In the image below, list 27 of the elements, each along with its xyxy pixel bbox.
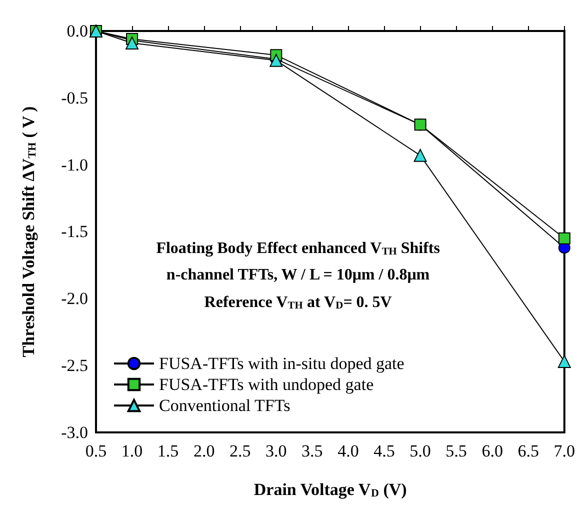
x-tick-label: 2.5 [229,441,251,460]
x-tick-label: 2.0 [193,441,215,460]
x-tick-label: 5.5 [446,441,467,460]
y-tick-label: -0.5 [61,88,88,108]
x-tick-label: 3.0 [266,441,287,460]
y-axis-title: Threshold Voltage Shift ΔVTH ( V ) [19,106,38,358]
annotation: n-channel TFTs, W / L = 10μm / 0.8μm [166,266,430,284]
y-tick-label: -2.0 [61,289,88,308]
y-tick-label: -1.0 [61,155,88,174]
x-tick-label: 1.0 [121,441,143,460]
x-tick-label: 6.0 [482,441,503,460]
x-tick-label: 3.5 [302,441,323,460]
y-tick-label: -3.0 [61,422,88,442]
x-tick-label: 5.0 [410,441,431,460]
x-tick-label: 4.5 [374,441,395,460]
x-tick-label: 1.5 [157,441,179,460]
legend-label: FUSA-TFTs with in-situ doped gate [159,354,404,373]
y-tick-label: -2.5 [61,356,88,375]
legend-label: FUSA-TFTs with undoped gate [159,375,374,394]
x-tick-label: 4.0 [338,441,359,460]
x-axis-title: Drain Voltage VD (V) [254,480,407,500]
x-tick-label: 0.5 [85,441,107,460]
legend-label: Conventional TFTs [159,396,290,415]
x-tick-label: 7.0 [554,441,575,460]
y-tick-label: 0.0 [66,22,88,40]
y-tick-label: -1.5 [61,222,88,242]
x-tick-label: 6.5 [518,441,539,460]
